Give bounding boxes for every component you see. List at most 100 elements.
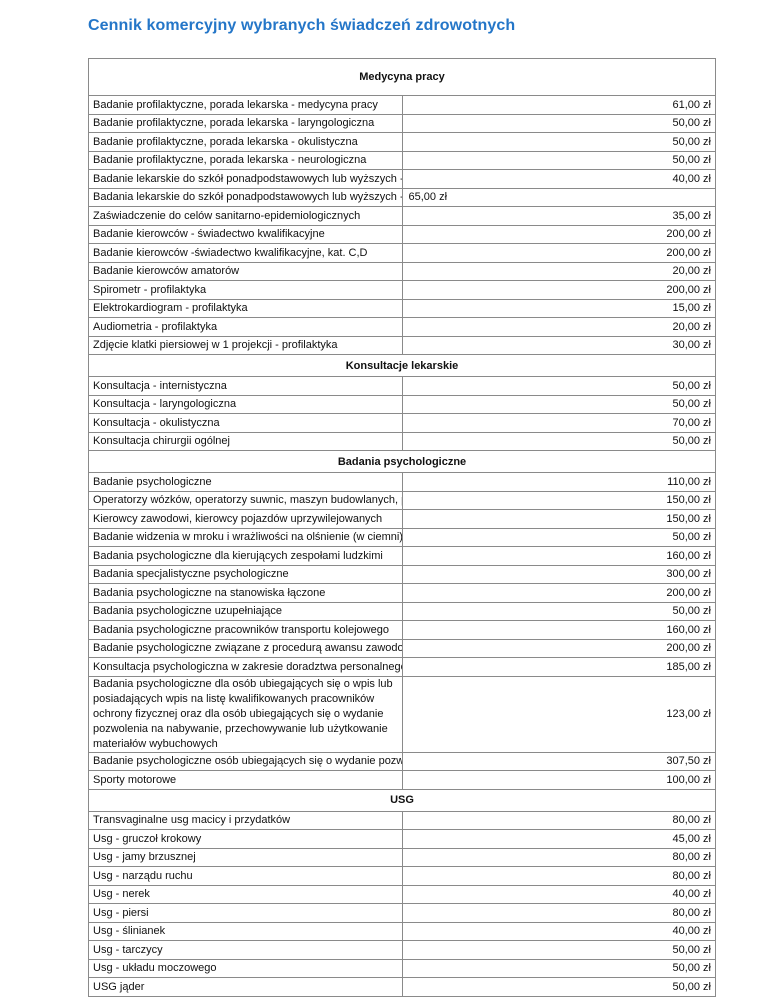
table-row: Kierowcy zawodowi, kierowcy pojazdów upr… (88, 509, 716, 529)
service-price: 50,00 zł (401, 376, 716, 396)
service-name: Konsultacja chirurgii ogólnej (88, 431, 403, 451)
service-name: Sporty motorowe (88, 770, 403, 790)
table-row: Badania specjalistyczne psychologiczne 30… (88, 564, 716, 584)
service-price: 40,00 zł (401, 884, 716, 904)
service-price: 30,00 zł (401, 335, 716, 355)
service-name: Usg - tarczycy (88, 940, 403, 960)
table-row: Badanie kierowców amatorów 20,00 zł (88, 261, 716, 281)
service-name: Konsultacja - okulistyczna (88, 413, 403, 433)
service-name: Usg - ślinianek (88, 921, 403, 941)
table-row: Badanie profilaktyczne, porada lekarska … (88, 132, 716, 152)
table-row: Badania psychologiczne uzupełniające 50,0… (88, 601, 716, 621)
service-price: 35,00 zł (401, 206, 716, 226)
table-row: Usg - układu moczowego 50,00 zł (88, 958, 716, 978)
price-table: Medycyna pracy Badanie profilaktyczne, po… (88, 58, 716, 997)
service-name: Spirometr - profilaktyka (88, 280, 403, 300)
service-price: 15,00 zł (401, 298, 716, 318)
service-price: 50,00 zł (401, 527, 716, 547)
service-price: 40,00 zł (401, 169, 716, 189)
service-price: 150,00 zł (401, 490, 716, 510)
service-price: 100,00 zł (401, 770, 716, 790)
service-name: Badanie lekarskie do szkół ponadpodstawo… (88, 169, 403, 189)
document-title: Cennik komercyjny wybranych świadczeń zd… (88, 17, 516, 34)
service-price: 50,00 zł (401, 150, 716, 170)
table-row: Badania psychologiczne na stanowiska łąc… (88, 583, 716, 603)
service-name: Elektrokardiogram - profilaktyka (88, 298, 403, 318)
table-row: Badanie psychologiczne 110,00 zł (88, 472, 716, 492)
service-price: 45,00 zł (401, 829, 716, 849)
service-name: Usg - gruczoł krokowy (88, 829, 403, 849)
table-row: Konsultacja - laryngologiczna 50,00 zł (88, 394, 716, 414)
section-header-row: Konsultacje lekarskie (88, 354, 716, 377)
table-row: Badania psychologiczne pracowników trans… (88, 620, 716, 640)
service-name: Badanie profilaktyczne, porada lekarska … (88, 95, 403, 115)
service-name: Usg - jamy brzusznej (88, 847, 403, 867)
service-price: 123,00 zł (401, 675, 716, 753)
table-row: Elektrokardiogram - profilaktyka 15,00 zł (88, 298, 716, 318)
table-row: Konsultacja chirurgii ogólnej 50,00 zł (88, 431, 716, 451)
service-price: 200,00 zł (401, 280, 716, 300)
service-name: Badanie psychologiczne osób ubiegających… (88, 751, 403, 771)
table-row: Usg - jamy brzusznej 80,00 zł (88, 847, 716, 867)
service-name: Operatorzy wózków, operatorzy suwnic, ma… (88, 490, 403, 510)
table-row: Usg - nerek 40,00 zł (88, 884, 716, 904)
table-row: Badanie widzenia w mroku i wrażliwości n… (88, 527, 716, 547)
service-name: Badania lekarskie do szkół ponadpodstawo… (88, 187, 403, 207)
service-name: Kierowcy zawodowi, kierowcy pojazdów upr… (88, 509, 403, 529)
service-price: 160,00 zł (401, 546, 716, 566)
table-row: Badania psychologiczne dla kierujących z… (88, 546, 716, 566)
service-name: Usg - narządu ruchu (88, 866, 403, 886)
service-price: 110,00 zł (401, 472, 716, 492)
service-name: Audiometria - profilaktyka (88, 317, 403, 337)
table-row: Badanie psychologiczne osób ubiegających… (88, 751, 716, 771)
table-row: Badanie profilaktyczne, porada lekarska … (88, 113, 716, 133)
service-price: 20,00 zł (401, 317, 716, 337)
table-row: Sporty motorowe 100,00 zł (88, 770, 716, 790)
table-row: Usg - gruczoł krokowy 45,00 zł (88, 829, 716, 849)
service-name: Zaświadczenie do celów sanitarno-epidemi… (88, 206, 403, 226)
service-name: Badanie kierowców amatorów (88, 261, 403, 281)
service-name: Badania psychologiczne uzupełniające (88, 601, 403, 621)
service-name: Usg - piersi (88, 903, 403, 923)
service-name: Usg - nerek (88, 884, 403, 904)
table-row: Badania lekarskie do szkół ponadpodstawo… (88, 187, 716, 207)
table-row: Usg - tarczycy 50,00 zł (88, 940, 716, 960)
section-heading: Konsultacje lekarskie (88, 354, 716, 377)
service-price: 300,00 zł (401, 564, 716, 584)
service-name: Badanie psychologiczne związane z proced… (88, 638, 403, 658)
service-price: 70,00 zł (401, 413, 716, 433)
service-price: 65,00 zł (401, 187, 716, 207)
table-row: Badanie lekarskie do szkół ponadpodstawo… (88, 169, 716, 189)
service-price: 80,00 zł (401, 903, 716, 923)
service-name: Badania psychologiczne dla osób ubiegają… (88, 675, 403, 753)
table-row: Spirometr - profilaktyka 200,00 zł (88, 280, 716, 300)
service-price: 50,00 zł (401, 958, 716, 978)
service-price: 50,00 zł (401, 940, 716, 960)
service-price: 160,00 zł (401, 620, 716, 640)
service-price: 50,00 zł (401, 431, 716, 451)
section-header-row: USG (88, 788, 716, 812)
section-heading: Medycyna pracy (88, 58, 716, 96)
service-price: 200,00 zł (401, 224, 716, 244)
service-price: 200,00 zł (401, 638, 716, 658)
table-row: Zaświadczenie do celów sanitarno-epidemi… (88, 206, 716, 226)
service-price: 200,00 zł (401, 243, 716, 263)
service-name: Badania psychologiczne na stanowiska łąc… (88, 583, 403, 603)
table-row: Konsultacja - okulistyczna 70,00 zł (88, 413, 716, 433)
service-price: 20,00 zł (401, 261, 716, 281)
service-name: Badanie psychologiczne (88, 472, 403, 492)
service-name: Badania specjalistyczne psychologiczne (88, 564, 403, 584)
service-price: 185,00 zł (401, 657, 716, 677)
service-price: 50,00 zł (401, 394, 716, 414)
section-heading: USG (88, 788, 716, 812)
service-price: 200,00 zł (401, 583, 716, 603)
table-row: USG jąder 50,00 zł (88, 977, 716, 997)
service-price: 50,00 zł (401, 132, 716, 152)
service-price: 50,00 zł (401, 601, 716, 621)
table-row: Badanie profilaktyczne, porada lekarska … (88, 95, 716, 115)
service-name: Badanie kierowców -świadectwo kwalifikac… (88, 243, 403, 263)
service-name: Badania psychologiczne pracowników trans… (88, 620, 403, 640)
service-name: Badanie kierowców - świadectwo kwalifika… (88, 224, 403, 244)
table-row: Usg - piersi 80,00 zł (88, 903, 716, 923)
service-name: Konsultacja - internistyczna (88, 376, 403, 396)
